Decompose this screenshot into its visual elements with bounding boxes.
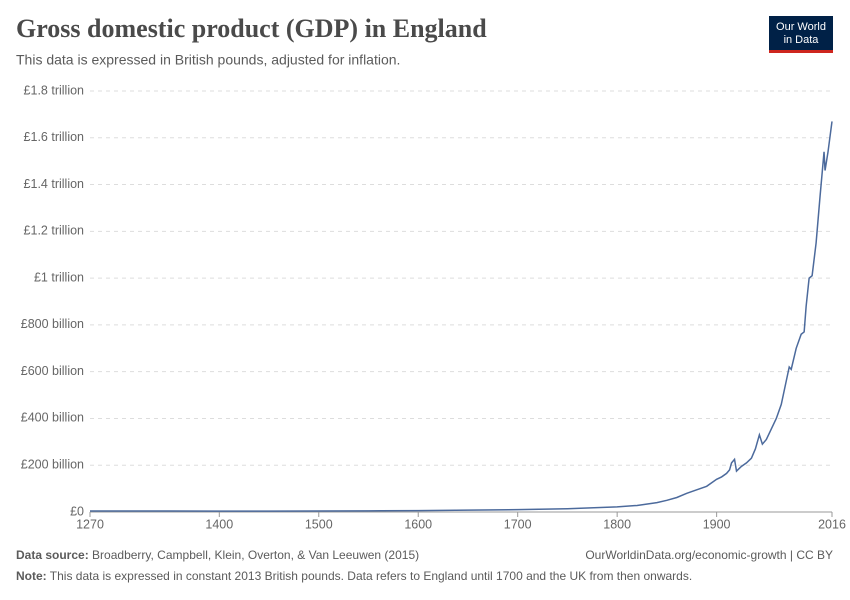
x-tick-label: 1800 [603, 517, 631, 531]
y-tick-label: £1.2 trillion [24, 224, 84, 238]
y-tick-label: £0 [70, 504, 84, 518]
logo-text: Our World [776, 21, 826, 33]
y-tick-label: £800 billion [21, 317, 84, 331]
source: Data source: Broadberry, Campbell, Klein… [16, 548, 419, 562]
y-tick-label: £1.4 trillion [24, 177, 84, 191]
line [89, 121, 833, 512]
source-text: Broadberry, Campbell, Klein, Overton, & … [92, 548, 419, 562]
note-label: Note: [16, 569, 47, 583]
y-tick-label: £1.6 trillion [24, 130, 84, 144]
x-tick-label: 1270 [76, 517, 104, 531]
logo-text: in Data [784, 34, 820, 46]
x-tick-label: 1400 [205, 517, 233, 531]
x-tick-label: 1900 [703, 517, 731, 531]
note-text: This data is expressed in constant 2013 … [50, 569, 692, 583]
logo-stripe [769, 50, 833, 53]
note: Note: This data is expressed in constant… [16, 569, 692, 583]
chart-title: Gross domestic product (GDP) in England [16, 14, 487, 43]
x-tick-label: 1500 [305, 517, 333, 531]
logo[interactable]: Our World in Data [769, 16, 833, 53]
y-tick-label: £600 billion [21, 364, 84, 378]
x-tick-label: 2016 [818, 517, 846, 531]
x-tick-label: 1700 [504, 517, 532, 531]
y-tick-label: £1.8 trillion [24, 83, 84, 97]
url[interactable]: OurWorldinData.org/economic-growth | CC … [585, 548, 833, 562]
chart-subtitle: This data is expressed in British pounds… [16, 52, 400, 68]
x-tick-label: 1600 [404, 517, 432, 531]
y-tick-label: £1 trillion [34, 270, 84, 284]
source-label: Data source: [16, 548, 89, 562]
y-tick-label: £400 billion [21, 411, 84, 425]
y-tick-label: £200 billion [21, 458, 84, 472]
logo-box [769, 16, 833, 51]
